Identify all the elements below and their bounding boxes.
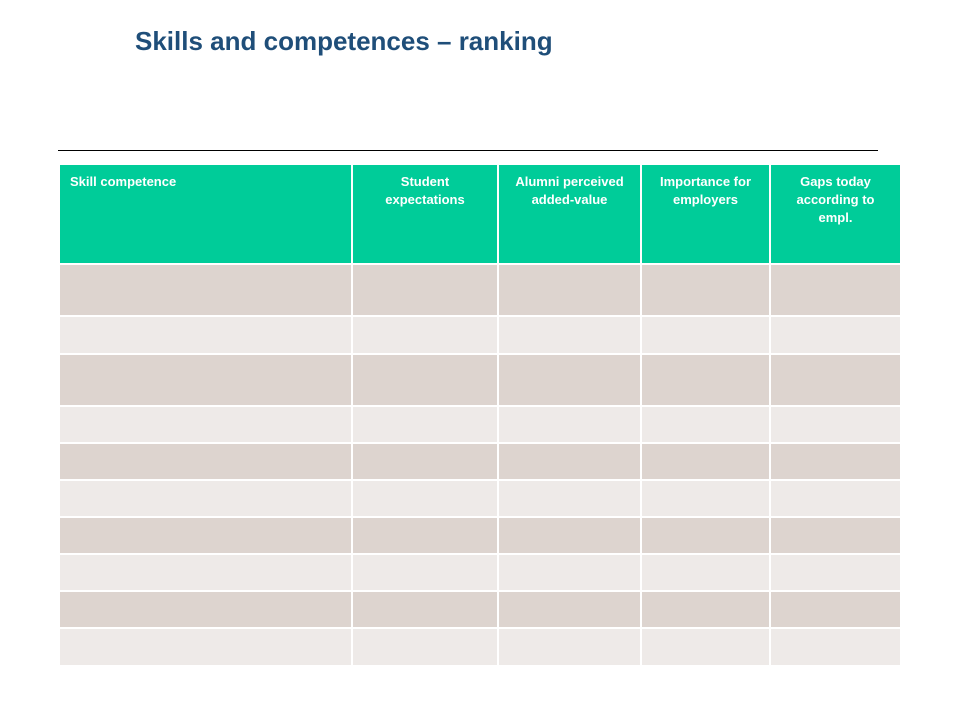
table-row	[60, 590, 900, 628]
table-cell	[497, 590, 641, 628]
page-title: Skills and competences – ranking	[135, 26, 553, 56]
table-cell	[497, 442, 641, 480]
table-cell	[60, 353, 352, 406]
table-cell	[351, 553, 498, 591]
table-cell	[497, 315, 641, 354]
table-cell	[769, 442, 900, 480]
table-cell	[60, 479, 352, 517]
table-cell	[497, 627, 641, 665]
table-cell	[769, 627, 900, 665]
table-cell	[351, 405, 498, 443]
table-cell	[497, 353, 641, 406]
table-row	[60, 405, 900, 443]
table-cell	[640, 627, 770, 665]
table-cell	[60, 590, 352, 628]
table-cell	[640, 405, 770, 443]
table-cell	[769, 479, 900, 517]
table-cell	[640, 516, 770, 554]
skills-ranking-table: Skill competence Student expectations Al…	[60, 165, 900, 665]
table-cell	[769, 405, 900, 443]
table-cell	[60, 315, 352, 354]
table-cell	[351, 315, 498, 354]
header-skill-competence: Skill competence	[60, 165, 352, 264]
table-cell	[640, 263, 770, 316]
table-cell	[497, 263, 641, 316]
table-row	[60, 553, 900, 591]
table-cell	[640, 353, 770, 406]
header-alumni-added-value: Alumni perceived added-value	[497, 165, 641, 264]
table-cell	[769, 263, 900, 316]
table-row	[60, 479, 900, 517]
table-cell	[60, 263, 352, 316]
table-cell	[60, 405, 352, 443]
table-cell	[497, 479, 641, 517]
table-cell	[769, 590, 900, 628]
title-divider	[58, 150, 878, 151]
table-row	[60, 263, 900, 316]
table-cell	[640, 590, 770, 628]
table-cell	[497, 405, 641, 443]
header-gaps-today: Gaps today according to empl.	[769, 165, 900, 264]
table-row	[60, 627, 900, 665]
header-student-expectations: Student expectations	[351, 165, 498, 264]
table-cell	[351, 590, 498, 628]
table-cell	[60, 516, 352, 554]
table-cell	[497, 553, 641, 591]
table-header-row: Skill competence Student expectations Al…	[60, 165, 900, 264]
table-cell	[351, 353, 498, 406]
table-cell	[60, 627, 352, 665]
table-cell	[60, 442, 352, 480]
table-cell	[769, 553, 900, 591]
table-cell	[351, 479, 498, 517]
table-cell	[351, 263, 498, 316]
table-row	[60, 442, 900, 480]
table-cell	[640, 442, 770, 480]
table-cell	[769, 353, 900, 406]
table-cell	[640, 553, 770, 591]
table-cell	[351, 442, 498, 480]
table-row	[60, 315, 900, 354]
table-row	[60, 516, 900, 554]
header-importance-employers: Importance for employers	[640, 165, 770, 264]
table-cell	[640, 315, 770, 354]
table-cell	[351, 516, 498, 554]
table-cell	[497, 516, 641, 554]
table-cell	[769, 516, 900, 554]
table-row	[60, 353, 900, 406]
table-cell	[769, 315, 900, 354]
table-cell	[640, 479, 770, 517]
table-cell	[60, 553, 352, 591]
table-cell	[351, 627, 498, 665]
